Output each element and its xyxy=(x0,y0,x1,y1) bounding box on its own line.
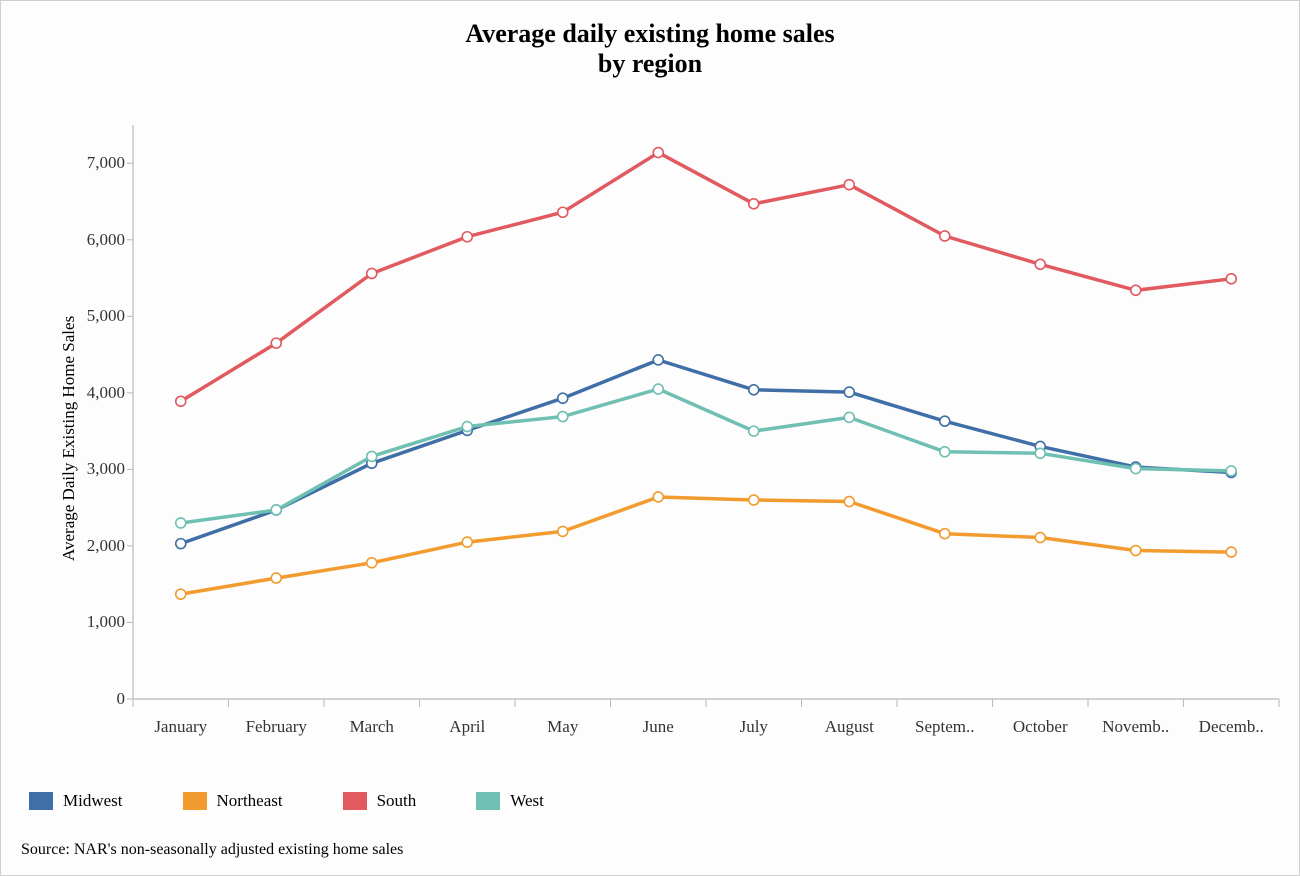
legend-swatch-icon xyxy=(343,792,367,810)
series-marker-south xyxy=(558,207,568,217)
series-line-south xyxy=(181,153,1232,402)
series-marker-northeast xyxy=(558,526,568,536)
x-tick-label: April xyxy=(449,699,485,737)
legend-swatch-icon xyxy=(476,792,500,810)
series-marker-northeast xyxy=(1226,547,1236,557)
legend-item-midwest: Midwest xyxy=(29,791,123,811)
series-marker-northeast xyxy=(749,495,759,505)
series-marker-midwest xyxy=(844,387,854,397)
series-marker-midwest xyxy=(653,355,663,365)
series-marker-south xyxy=(1035,259,1045,269)
series-marker-northeast xyxy=(271,573,281,583)
series-marker-midwest xyxy=(558,393,568,403)
y-tick-label: 7,000 xyxy=(87,153,133,173)
series-marker-south xyxy=(176,396,186,406)
plot-area: 01,0002,0003,0004,0005,0006,0007,000Janu… xyxy=(133,125,1279,699)
x-tick-label: June xyxy=(643,699,674,737)
series-marker-south xyxy=(367,268,377,278)
series-marker-northeast xyxy=(653,492,663,502)
chart-frame: Average daily existing home sales by reg… xyxy=(0,0,1300,876)
line-chart-svg xyxy=(133,125,1279,699)
y-tick-label: 0 xyxy=(117,689,134,709)
series-marker-west xyxy=(653,384,663,394)
series-marker-west xyxy=(558,412,568,422)
series-marker-northeast xyxy=(844,497,854,507)
legend-swatch-icon xyxy=(29,792,53,810)
series-marker-south xyxy=(462,232,472,242)
legend-item-northeast: Northeast xyxy=(183,791,283,811)
series-marker-northeast xyxy=(176,589,186,599)
series-marker-midwest xyxy=(940,416,950,426)
x-tick-label: Septem.. xyxy=(915,699,975,737)
series-marker-south xyxy=(271,338,281,348)
y-tick-label: 6,000 xyxy=(87,230,133,250)
series-marker-west xyxy=(940,447,950,457)
x-tick-label: January xyxy=(154,699,207,737)
series-marker-west xyxy=(844,412,854,422)
y-tick-label: 4,000 xyxy=(87,383,133,403)
series-marker-south xyxy=(653,148,663,158)
series-marker-west xyxy=(462,422,472,432)
series-marker-south xyxy=(1131,285,1141,295)
series-line-midwest xyxy=(181,360,1232,544)
series-marker-midwest xyxy=(749,385,759,395)
x-tick-label: July xyxy=(740,699,768,737)
legend: Midwest Northeast South West xyxy=(29,791,544,811)
series-line-northeast xyxy=(181,497,1232,594)
chart-title: Average daily existing home sales by reg… xyxy=(1,19,1299,79)
x-tick-label: March xyxy=(350,699,394,737)
series-marker-west xyxy=(1226,466,1236,476)
series-marker-west xyxy=(176,518,186,528)
legend-label: West xyxy=(510,791,544,811)
series-marker-west xyxy=(1035,448,1045,458)
series-marker-west xyxy=(367,451,377,461)
legend-label: Midwest xyxy=(63,791,123,811)
chart-title-line1: Average daily existing home sales xyxy=(465,19,834,48)
x-tick-label: Novemb.. xyxy=(1102,699,1169,737)
y-axis-title: Average Daily Existing Home Sales xyxy=(59,316,79,561)
series-marker-west xyxy=(749,426,759,436)
series-marker-northeast xyxy=(1131,546,1141,556)
x-tick-label: February xyxy=(246,699,307,737)
legend-item-west: West xyxy=(476,791,544,811)
source-text: Source: NAR's non-seasonally adjusted ex… xyxy=(21,841,403,859)
series-marker-northeast xyxy=(367,558,377,568)
x-tick-label: August xyxy=(825,699,874,737)
series-marker-south xyxy=(1226,274,1236,284)
y-tick-label: 5,000 xyxy=(87,306,133,326)
series-marker-northeast xyxy=(462,537,472,547)
y-tick-label: 2,000 xyxy=(87,536,133,556)
legend-item-south: South xyxy=(343,791,417,811)
legend-label: Northeast xyxy=(217,791,283,811)
series-marker-northeast xyxy=(1035,533,1045,543)
series-line-west xyxy=(181,389,1232,523)
x-tick-label: Decemb.. xyxy=(1199,699,1264,737)
series-marker-south xyxy=(749,199,759,209)
x-tick-label: October xyxy=(1013,699,1068,737)
series-marker-south xyxy=(844,180,854,190)
series-marker-west xyxy=(1131,464,1141,474)
legend-swatch-icon xyxy=(183,792,207,810)
chart-title-line2: by region xyxy=(598,49,702,78)
series-marker-west xyxy=(271,505,281,515)
x-tick-label: May xyxy=(547,699,578,737)
y-tick-label: 3,000 xyxy=(87,459,133,479)
legend-label: South xyxy=(377,791,417,811)
series-marker-south xyxy=(940,231,950,241)
y-tick-label: 1,000 xyxy=(87,612,133,632)
series-marker-northeast xyxy=(940,529,950,539)
series-marker-midwest xyxy=(176,539,186,549)
